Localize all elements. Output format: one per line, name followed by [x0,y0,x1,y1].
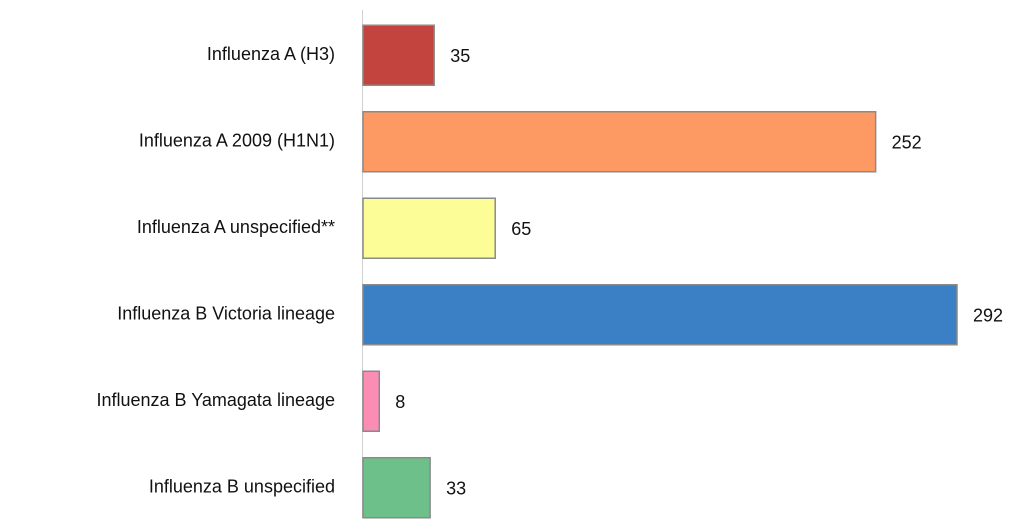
category-label: Influenza A unspecified** [137,217,335,237]
bar [362,370,381,432]
value-label: 35 [450,46,470,66]
bar [362,284,958,346]
value-label: 252 [892,133,922,153]
bar [362,111,877,173]
value-label: 8 [395,392,405,412]
value-label: 33 [446,479,466,499]
bar [362,24,435,86]
value-label: 292 [973,306,1003,326]
category-label: Influenza A 2009 (H1N1) [139,131,335,151]
category-label: Influenza A (H3) [207,44,335,64]
category-label: Influenza B Victoria lineage [117,304,335,324]
value-label: 65 [511,219,531,239]
category-label: Influenza B unspecified [149,477,335,497]
bar [362,457,431,519]
bar [362,197,496,259]
category-label: Influenza B Yamagata lineage [96,390,335,410]
